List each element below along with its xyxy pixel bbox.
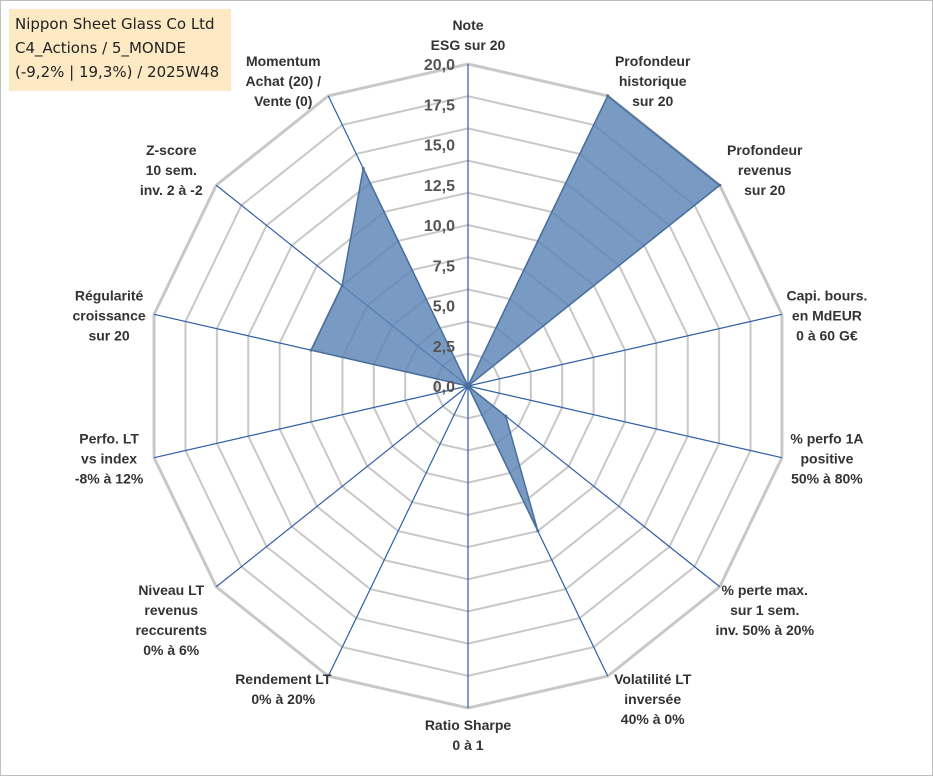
axis-label-line: Régularité [75,287,144,303]
data-point [504,414,508,418]
axis-label-line: inv. 50% à 20% [715,622,814,638]
axis-label-line: 0% à 6% [143,642,200,658]
axis-label-line: 50% à 80% [791,471,863,487]
axis-label-line: sur 20 [744,182,785,198]
radar-tick-labels: 0,0 2,5 5,0 7,5 10,0 12,5 15,0 17,5 20,0 [424,57,455,396]
axis-label-line: Niveau LT [138,582,204,598]
tick-label: 10,0 [424,218,455,235]
axis-label-line: Note [452,17,483,33]
axis-label-line: en MdEUR [792,307,862,323]
axis-spoke [467,385,783,459]
axis-spoke [467,385,721,588]
data-point [536,529,540,533]
tick-label: 20,0 [424,57,455,74]
axis-label-line: positive [800,451,853,467]
tick-label: 15,0 [424,138,455,155]
performance-range-and-week: (-9,2% | 19,3%) / 2025W48 [15,63,220,81]
category-path: C4_Actions / 5_MONDE [15,39,186,57]
axis-label-line: inv. 2 à -2 [140,182,203,198]
axis-spoke [467,313,783,387]
axis-label-line: vs index [81,451,137,467]
axis-spoke [215,385,469,588]
axis-label-line: sur 20 [632,93,673,109]
radar-series [309,94,722,533]
axis-label-line: historique [619,73,687,89]
tick-label: 12,5 [424,178,455,195]
axis-label-line: 40% à 0% [621,711,685,727]
axis-label-line: % perfo 1A [790,431,863,447]
data-point [309,348,313,352]
tick-label: 7,5 [433,258,455,275]
axis-label-line: Profondeur [727,142,803,158]
axis-label-line: sur 20 [88,327,129,343]
axis-label-line: Profondeur [615,53,691,69]
tick-label: 5,0 [433,299,455,316]
data-point [361,166,365,170]
data-point [718,183,722,187]
axis-label-line: Capi. bours. [786,287,867,303]
data-point [340,284,344,288]
axis-label-line: ESG sur 20 [431,37,506,53]
tick-label: 0,0 [433,379,455,396]
axis-label-line: reccurents [135,622,207,638]
axis-label-line: 0 à 1 [452,737,483,753]
axis-label-line: 0% à 20% [251,691,315,707]
axis-label-line: Ratio Sharpe [425,717,512,733]
data-point [606,94,610,98]
axis-label-line: 0 à 60 G€ [796,327,858,343]
axis-label-line: croissance [72,307,145,323]
data-point [466,384,470,388]
axis-label-line: sur 1 sem. [730,602,799,618]
axis-label-line: Perfo. LT [79,431,139,447]
axis-label-line: Achat (20) / [246,73,322,89]
axis-label-line: -8% à 12% [75,471,144,487]
axis-label-line: inversée [624,691,681,707]
axis-label-line: Momentum [246,53,321,69]
axis-label-line: % perte max. [722,582,808,598]
axis-label-line: revenus [738,162,792,178]
chart-title-box: Nippon Sheet Glass Co Ltd C4_Actions / 5… [9,9,231,91]
radar-axis-labels: Note ESG sur 20 Profondeur historique sur 20… [72,17,867,753]
tick-label: 2,5 [433,339,455,356]
axis-label-line: Rendement LT [235,671,332,687]
axis-label-line: Volatilité LT [614,671,692,687]
axis-label-line: revenus [144,602,198,618]
company-name: Nippon Sheet Glass Co Ltd [15,15,215,33]
axis-label-line: Vente (0) [254,93,312,109]
series-area [310,95,721,532]
axis-label-line: Z-score [146,142,197,158]
axis-spoke [327,385,469,677]
tick-label: 17,5 [424,97,455,114]
axis-label-line: 10 sem. [146,162,197,178]
axis-spoke [153,385,469,459]
